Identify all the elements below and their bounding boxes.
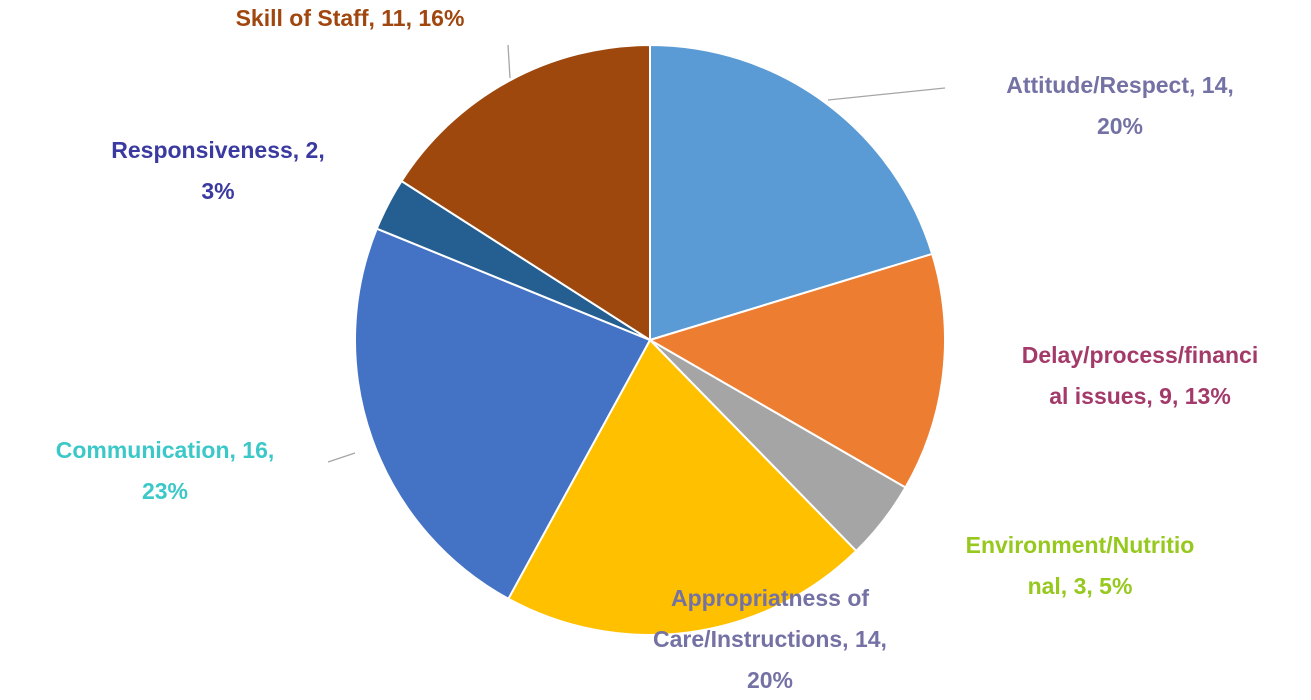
data-label: Skill of Staff, 11, 16% bbox=[236, 5, 465, 31]
data-label: Responsiveness, 2, 3% bbox=[111, 137, 325, 204]
data-label: Communication, 16, 23% bbox=[56, 437, 275, 504]
data-label-line: Appropriatness of bbox=[671, 585, 869, 611]
data-label-line: al issues, 9, 13% bbox=[1049, 383, 1231, 409]
data-label-line: Communication, 16, bbox=[56, 437, 275, 463]
data-label: Attitude/Respect, 14, 20% bbox=[1006, 72, 1234, 139]
pie-slice bbox=[400, 43, 651, 342]
data-label-line: Attitude/Respect, 14, bbox=[1006, 72, 1234, 98]
data-label-line: Delay/process/financi bbox=[1022, 342, 1259, 368]
data-label-line: 20% bbox=[747, 667, 793, 693]
data-label-line: 3% bbox=[201, 178, 234, 204]
data-label-line: 20% bbox=[1097, 113, 1143, 139]
data-label-line: nal, 3, 5% bbox=[1028, 573, 1133, 599]
leader-line bbox=[827, 87, 946, 101]
data-label: Delay/process/financi al issues, 9, 13% bbox=[1022, 342, 1259, 409]
pie-slice bbox=[506, 338, 858, 636]
pie-slice bbox=[647, 252, 946, 489]
data-label-line: Care/Instructions, 14, bbox=[653, 626, 887, 652]
pie-slice bbox=[354, 227, 652, 601]
data-label-line: Skill of Staff, 11, 16% bbox=[236, 5, 465, 31]
data-label-line: Environment/Nutritio bbox=[966, 532, 1195, 558]
leader-line bbox=[327, 452, 356, 463]
pie-slice bbox=[649, 43, 934, 342]
data-label: Environment/Nutritio nal, 3, 5% bbox=[966, 532, 1195, 599]
leader-line bbox=[507, 44, 511, 79]
data-label-line: 23% bbox=[142, 478, 188, 504]
data-label: Appropriatness of Care/Instructions, 14, 2… bbox=[653, 585, 887, 693]
data-label-line: Responsiveness, 2, bbox=[111, 137, 325, 163]
